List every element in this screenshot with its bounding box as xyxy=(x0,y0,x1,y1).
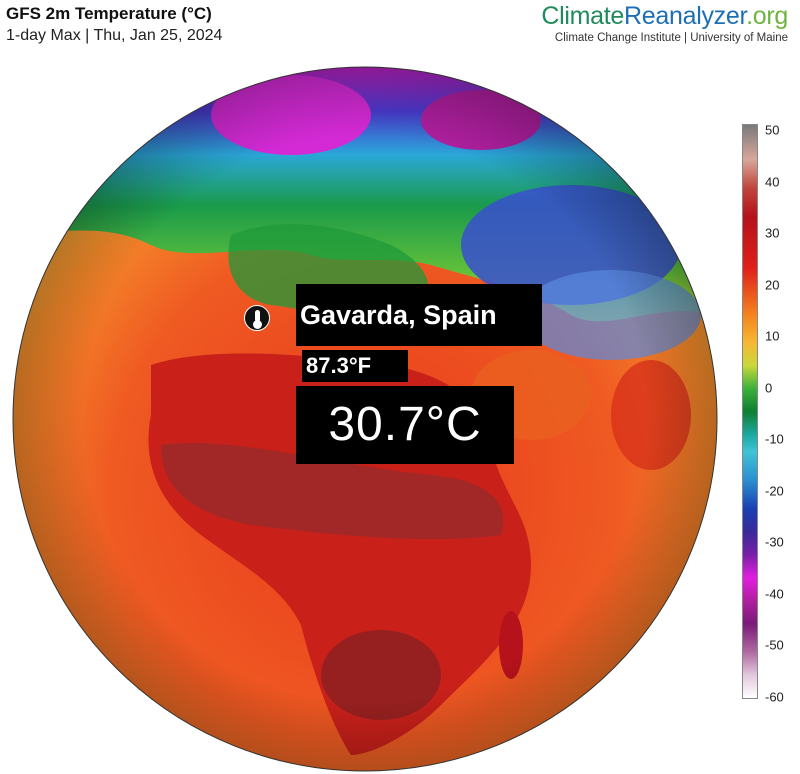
thermometer-icon[interactable] xyxy=(244,305,270,331)
brand-logo[interactable]: ClimateReanalyzer.org xyxy=(541,2,788,31)
brand-tagline: Climate Change Institute | University of… xyxy=(554,32,788,44)
scale-tick-label: -20 xyxy=(765,483,784,499)
scale-tick-label: -50 xyxy=(765,637,784,653)
globe-svg xyxy=(12,66,718,772)
map-title: GFS 2m Temperature (°C) xyxy=(6,4,212,23)
map-subtitle: 1-day Max | Thu, Jan 25, 2024 xyxy=(6,27,223,44)
brand-part-3: .org xyxy=(746,2,788,30)
color-scale-bar xyxy=(742,124,758,699)
scale-tick-label: 40 xyxy=(765,174,780,190)
temperature-celsius: 30.7°C xyxy=(296,386,514,464)
temperature-fahrenheit: 87.3°F xyxy=(302,350,408,382)
scale-tick-label: -10 xyxy=(765,431,784,447)
scale-tick-label: 30 xyxy=(765,225,780,241)
location-name-label: Gavarda, Spain xyxy=(296,284,542,346)
scale-tick-label: 10 xyxy=(765,328,780,344)
scale-tick-label: 50 xyxy=(765,122,780,138)
globe-map[interactable] xyxy=(11,65,719,773)
brand-part-1: Climate xyxy=(541,2,625,30)
scale-tick-label: -30 xyxy=(765,534,784,550)
scale-tick-label: -40 xyxy=(765,586,784,602)
globe-outline xyxy=(12,66,718,772)
scale-tick-label: -60 xyxy=(765,689,784,705)
brand-part-2: Reanalyzer xyxy=(624,2,747,30)
scale-tick-label: 0 xyxy=(765,380,773,396)
scale-tick-label: 20 xyxy=(765,277,780,293)
